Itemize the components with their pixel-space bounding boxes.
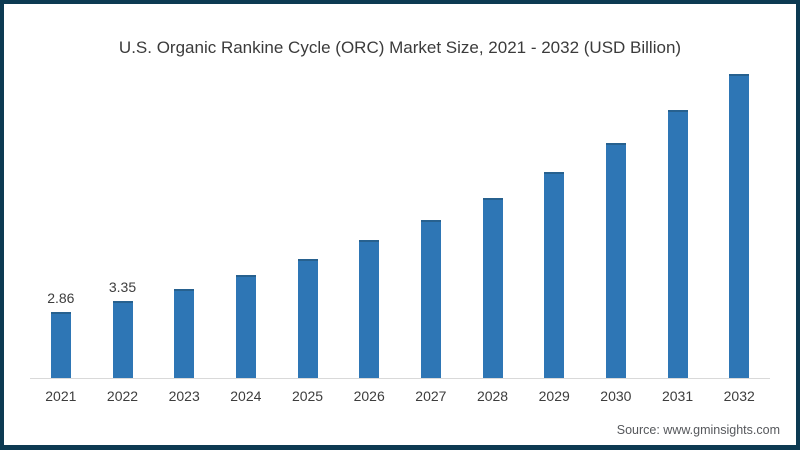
bar xyxy=(235,275,256,378)
bar-slot: 2.86 xyxy=(30,48,92,378)
x-axis-tick-label: 2021 xyxy=(45,388,77,404)
x-axis-labels: 2021 2022 2023 2024 2025 2026 2027 2028 2029 2030… xyxy=(30,388,770,404)
bar-slot xyxy=(277,48,339,378)
x-axis-tick-label: 2031 xyxy=(661,388,694,404)
x-axis-tick-label: 2028 xyxy=(476,388,509,404)
bar-slot xyxy=(462,48,524,378)
x-axis-tick-label: 2027 xyxy=(415,388,447,404)
bar xyxy=(174,289,195,378)
bar xyxy=(112,301,133,378)
bar-slot xyxy=(153,48,215,378)
bar xyxy=(605,143,626,378)
bar xyxy=(482,198,503,378)
chart-title: U.S. Organic Rankine Cycle (ORC) Market … xyxy=(118,38,682,57)
bar xyxy=(297,259,318,378)
bar-slot xyxy=(215,48,277,378)
bar xyxy=(667,110,688,378)
x-axis-tick-label: 2030 xyxy=(600,388,632,404)
x-axis-tick-label: 2029 xyxy=(538,388,570,404)
bar-value-label: 3.35 xyxy=(108,279,137,295)
bar-slot xyxy=(647,48,709,378)
x-axis-tick-label: 2024 xyxy=(230,388,262,404)
bar-slot xyxy=(585,48,647,378)
x-axis-tick-label: 2032 xyxy=(723,388,755,404)
bar-slot xyxy=(708,48,770,378)
plot-area: 2.86 3.35 xyxy=(30,48,770,378)
x-axis-tick-label: 2026 xyxy=(353,388,385,404)
bar-value-label: 2.86 xyxy=(47,290,75,306)
bar-slot: 3.35 xyxy=(92,48,154,378)
x-axis-tick-label: 2023 xyxy=(168,388,200,404)
x-axis-line xyxy=(30,378,770,379)
bar xyxy=(544,172,565,378)
bar xyxy=(420,220,441,378)
bar-slot xyxy=(400,48,462,378)
source-attribution: Source: www.gminsights.com xyxy=(616,423,780,437)
bar xyxy=(729,74,750,378)
x-axis-tick-label: 2025 xyxy=(291,388,324,404)
x-axis-tick-label: 2022 xyxy=(106,388,139,404)
bar xyxy=(359,240,380,378)
bar-slot xyxy=(523,48,585,378)
bar-slot xyxy=(338,48,400,378)
bar xyxy=(50,312,71,378)
